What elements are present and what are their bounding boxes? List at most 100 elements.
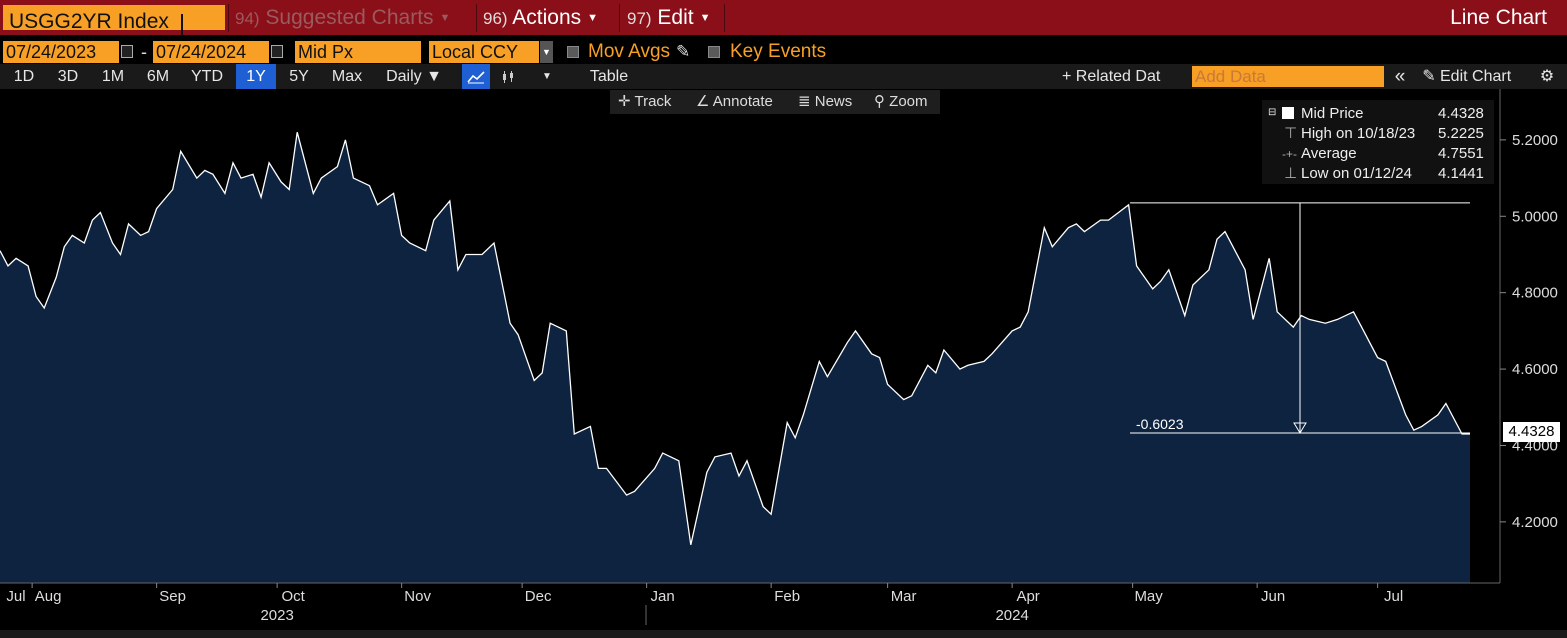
menu-number: 96) — [483, 9, 508, 28]
legend-value: 5.2225 — [1438, 125, 1484, 142]
news-icon: ≣ — [798, 93, 815, 110]
y-tick-label: 5.2000 — [1512, 132, 1558, 149]
menu-label: Actions — [512, 6, 582, 29]
dropdown-arrow-icon[interactable]: ▼ — [540, 41, 553, 63]
suggested-charts-menu[interactable]: 94) Suggested Charts ▼ — [235, 5, 450, 31]
annotation-label: -0.6023 — [1136, 416, 1184, 432]
chart-toolbar — [610, 90, 940, 114]
price-line — [0, 132, 1470, 545]
line-chart-icon[interactable] — [462, 64, 490, 89]
calendar-icon[interactable] — [271, 45, 283, 58]
average-marker-icon: -+- — [1282, 147, 1297, 161]
pencil-icon[interactable]: ✎ — [676, 42, 691, 61]
mov-avgs-checkbox[interactable] — [567, 46, 579, 58]
menu-divider — [228, 4, 229, 32]
y-tick-label: 4.8000 — [1512, 285, 1558, 302]
y-tick-label: 4.2000 — [1512, 514, 1558, 531]
x-tick-label: Dec — [525, 588, 552, 605]
text-caret — [181, 14, 183, 36]
ticker-text: USGG2YR Index — [9, 10, 169, 33]
menu-label: Edit — [657, 6, 694, 29]
period-button[interactable]: 3D — [57, 68, 79, 85]
dropdown-arrow-icon: ▼ — [587, 12, 599, 25]
zoom-label: Zoom — [889, 93, 928, 110]
pen-icon: ∠ — [696, 93, 713, 110]
track-label: Track — [634, 93, 672, 110]
related-data-button[interactable]: + Related Dat — [1062, 68, 1161, 85]
table-button[interactable]: Table — [589, 68, 629, 85]
legend-value: 4.7551 — [1438, 145, 1484, 162]
x-tick-label: May — [1134, 588, 1163, 605]
chart-type-title: Line Chart — [1450, 6, 1547, 29]
x-tick-label: Aug — [35, 588, 62, 605]
x-tick-label: Nov — [404, 588, 431, 605]
y-tick-label: 5.0000 — [1512, 208, 1558, 225]
year-label: 2024 — [995, 607, 1028, 624]
legend-label: Average — [1301, 145, 1357, 162]
period-button[interactable]: 6M — [146, 68, 170, 85]
range-annotation: -0.6023 — [1130, 202, 1470, 434]
dropdown-arrow-icon: ▼ — [699, 12, 711, 25]
x-tick-label: Mar — [891, 588, 917, 605]
period-button[interactable]: 5Y — [289, 68, 309, 85]
zoom-button[interactable]: ⚲ Zoom — [874, 90, 928, 114]
menu-number: 94) — [235, 9, 260, 28]
track-button[interactable]: ✛ Track — [618, 90, 671, 114]
calendar-icon[interactable] — [121, 45, 133, 58]
annotate-button[interactable]: ∠ Annotate — [696, 90, 773, 114]
field-select[interactable]: Mid Px — [295, 41, 421, 63]
period-button-active[interactable]: 1Y — [236, 64, 276, 89]
last-value-tag: 4.4328 — [1503, 422, 1560, 442]
x-tick-label: Jun — [1261, 588, 1285, 605]
command-bar — [0, 0, 1567, 35]
gear-icon[interactable]: ⚙ — [1539, 68, 1555, 85]
footer-bar — [0, 630, 1567, 638]
legend-panel — [1262, 100, 1494, 184]
edit-menu[interactable]: 97) Edit ▼ — [627, 5, 711, 31]
menu-divider — [724, 4, 725, 32]
price-area — [0, 132, 1470, 583]
news-label: News — [814, 93, 853, 110]
frequency-select[interactable]: Daily ▼ — [386, 68, 442, 85]
period-button[interactable]: 1M — [101, 68, 125, 85]
annotation-arrow-head — [1293, 422, 1307, 434]
x-tick-label: Jan — [651, 588, 675, 605]
collapse-icon[interactable]: « — [1394, 66, 1406, 87]
period-button[interactable]: 1D — [13, 68, 35, 85]
candlestick-icon[interactable] — [494, 64, 522, 89]
key-events-checkbox[interactable] — [708, 46, 720, 58]
annotate-label: Annotate — [712, 93, 773, 110]
news-button[interactable]: ≣ News — [798, 90, 852, 114]
period-button[interactable]: YTD — [191, 68, 223, 85]
pencil-icon[interactable]: ✎ — [1422, 68, 1436, 85]
low-marker-icon: ⊥ — [1284, 165, 1298, 182]
dropdown-arrow-icon: ▼ — [439, 12, 451, 25]
actions-menu[interactable]: 96) Actions ▼ — [483, 5, 598, 31]
crosshair-icon: ✛ — [618, 93, 635, 110]
period-button[interactable]: Max — [331, 68, 363, 85]
dropdown-arrow-icon[interactable]: ▼ — [542, 71, 552, 82]
menu-divider — [619, 4, 620, 32]
legend-label: High on 10/18/23 — [1301, 125, 1416, 142]
x-tick-label: Feb — [774, 588, 800, 605]
add-data-input[interactable]: Add Data — [1192, 66, 1384, 87]
high-marker-icon: ⊤ — [1284, 125, 1298, 142]
start-date-field[interactable]: 07/24/2023 — [3, 41, 119, 63]
menu-label: Suggested Charts — [265, 6, 434, 29]
key-events-label[interactable]: Key Events — [730, 41, 827, 62]
currency-select[interactable]: Local CCY — [429, 41, 539, 63]
ticker-input[interactable]: USGG2YR Index — [3, 5, 225, 36]
legend-label: Low on 01/12/24 — [1301, 165, 1412, 182]
collapse-box-icon[interactable]: ⊟ — [1268, 107, 1277, 118]
mov-avgs-label[interactable]: Mov Avgs — [588, 41, 671, 62]
legend-label: Mid Price — [1301, 105, 1364, 122]
x-tick-label: Jul — [1384, 588, 1403, 605]
edit-chart-button[interactable]: Edit Chart — [1440, 68, 1512, 85]
end-date-field[interactable]: 07/24/2024 — [153, 41, 269, 63]
year-label: 2023 — [260, 607, 293, 624]
y-tick-label: 4.6000 — [1512, 361, 1558, 378]
x-tick-label: Apr — [1016, 588, 1039, 605]
date-separator: - — [141, 42, 147, 62]
